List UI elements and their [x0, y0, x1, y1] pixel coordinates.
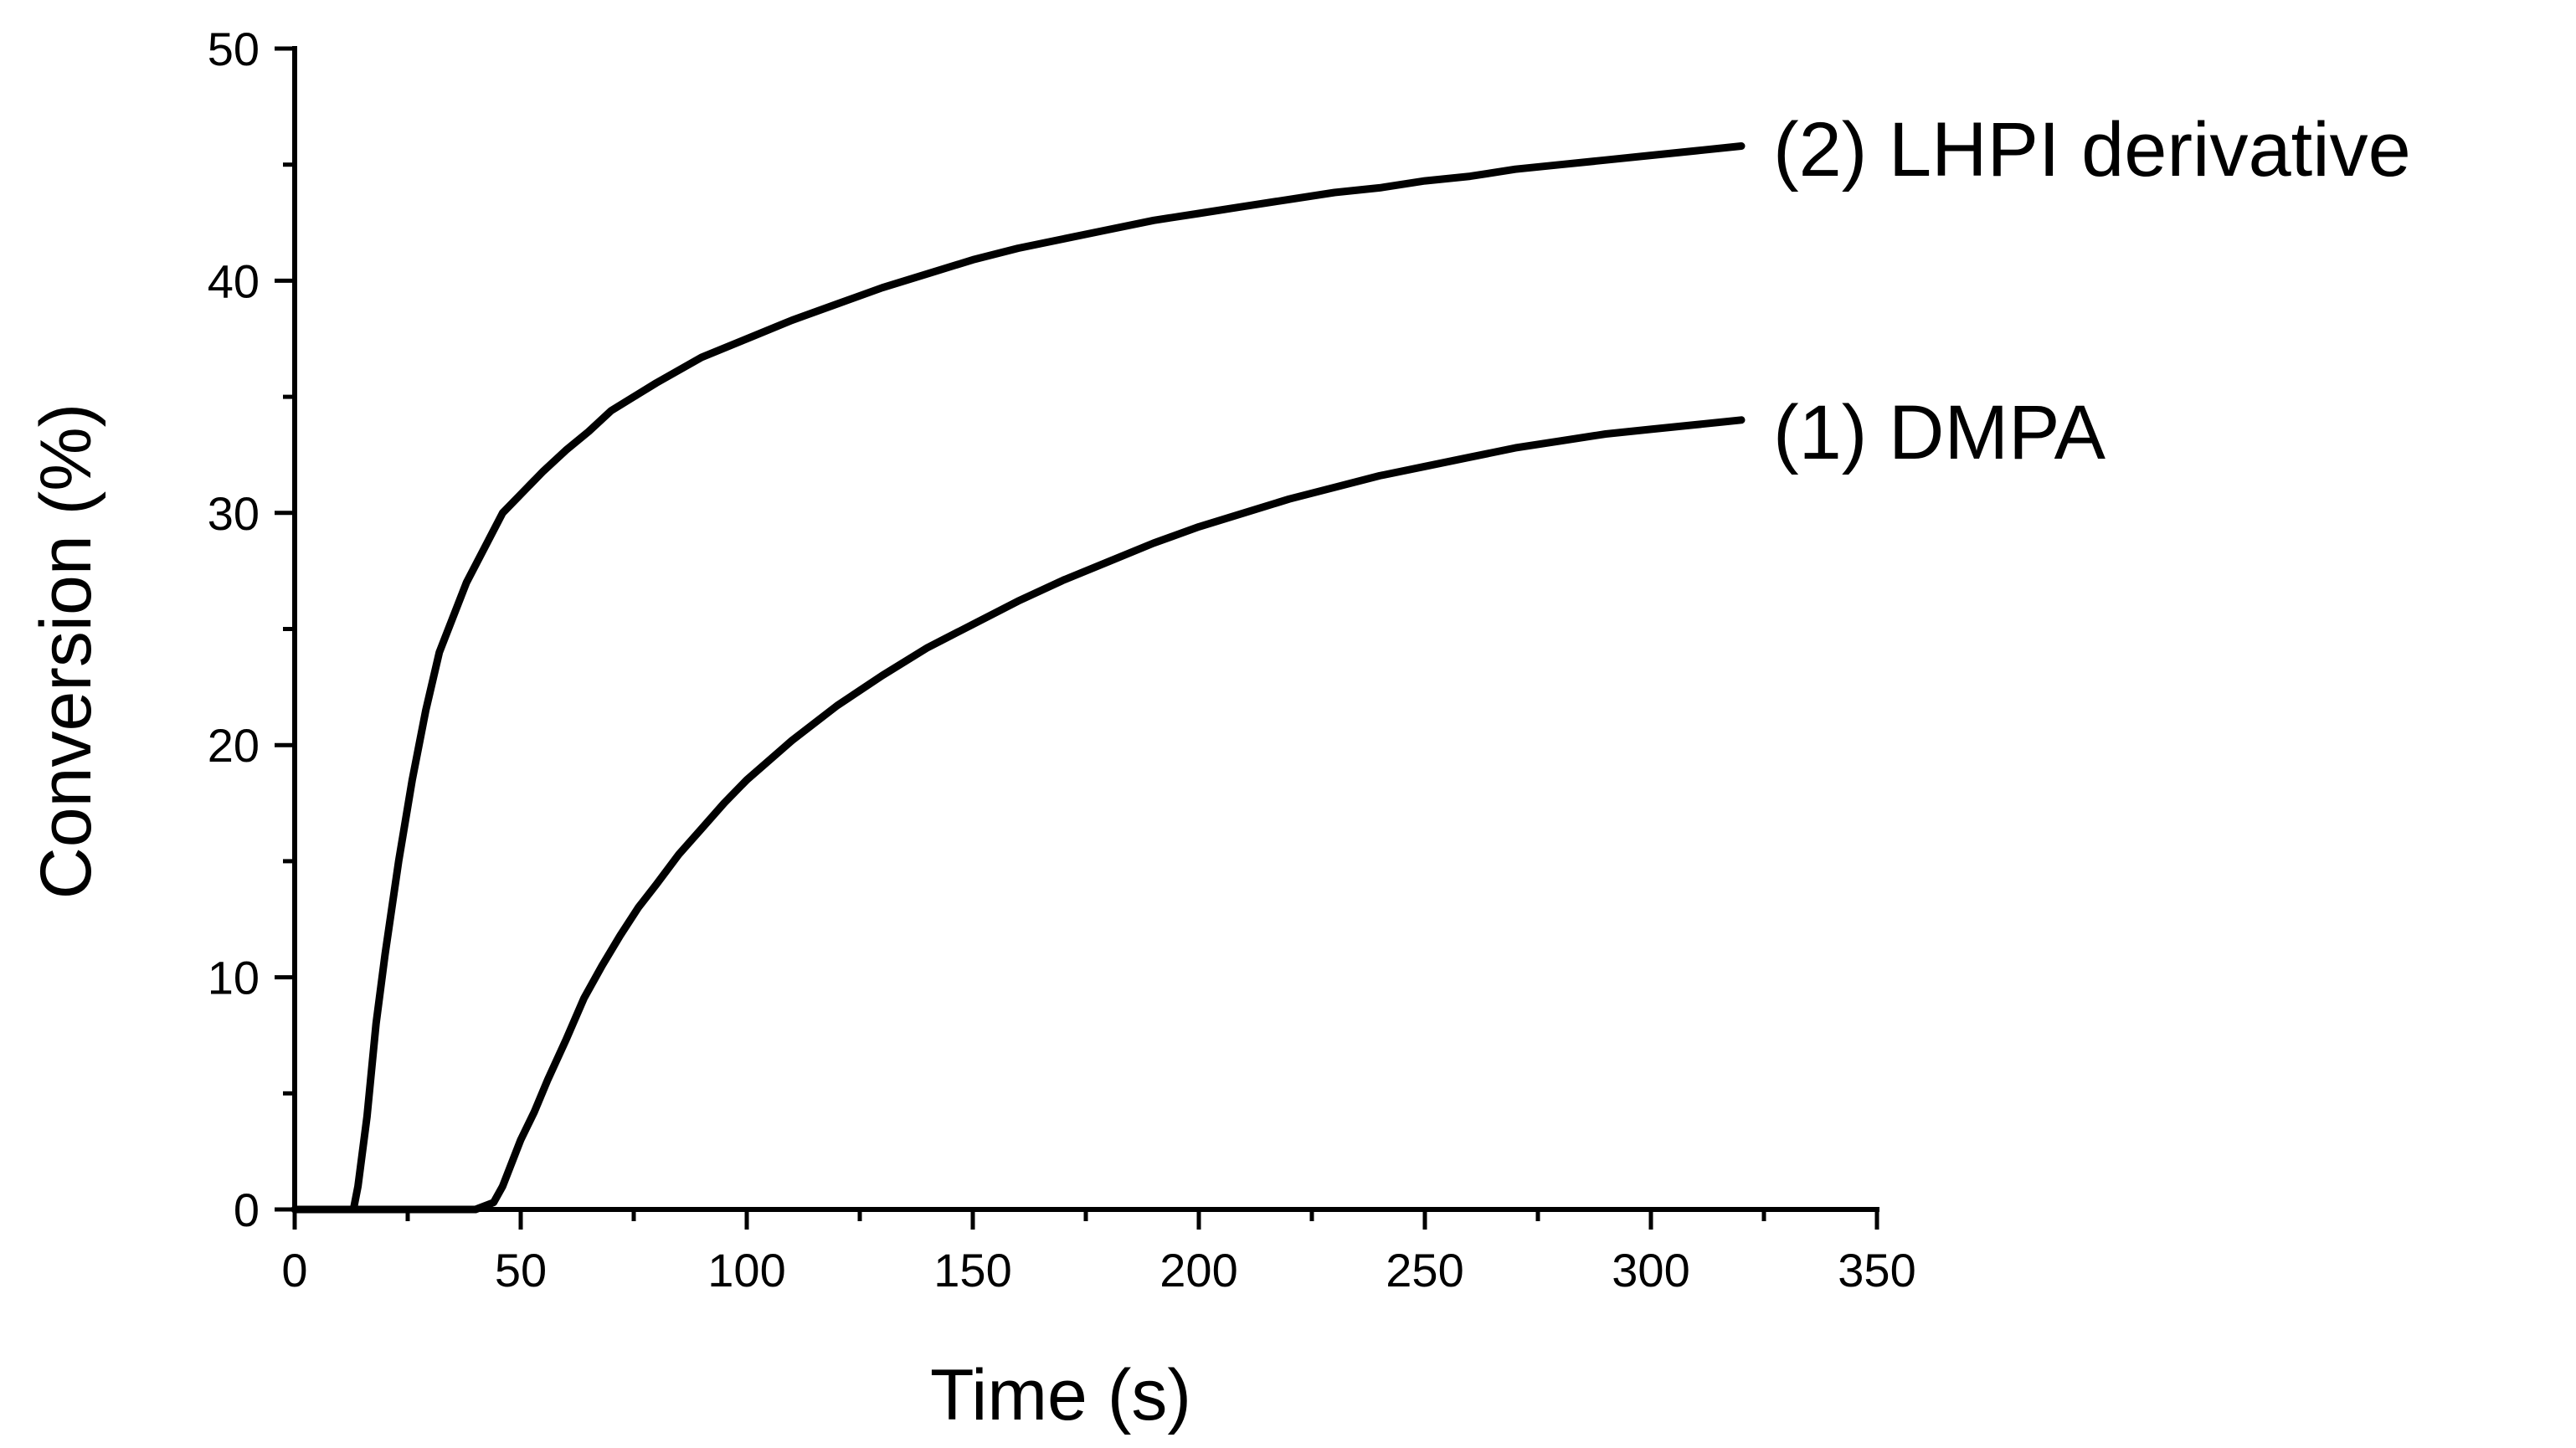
x-tick-label: 350	[1838, 1244, 1915, 1297]
x-tick-label: 200	[1159, 1244, 1237, 1297]
y-tick-label: 40	[208, 254, 260, 307]
x-tick-label: 250	[1386, 1244, 1463, 1297]
series-label-lhpi-derivative: (2) LHPI derivative	[1773, 107, 2411, 193]
y-tick-label: 20	[208, 719, 260, 772]
y-tick-label: 10	[208, 952, 260, 1004]
y-axis-title: Conversion (%)	[26, 403, 106, 900]
x-axis-ticks: 0 50 100 150 200 250 300 350	[281, 1209, 1916, 1297]
y-axis-ticks: 0 10 20 30 40 50	[208, 23, 295, 1236]
x-tick-label: 150	[933, 1244, 1011, 1297]
y-tick-label: 0	[234, 1184, 260, 1236]
series-line-1-dmpa	[291, 416, 1746, 1214]
x-tick-label: 0	[281, 1244, 307, 1297]
x-tick-label: 100	[707, 1244, 785, 1297]
x-axis-title: Time (s)	[930, 1355, 1191, 1435]
series-label-dmpa: (1) DMPA	[1773, 390, 2106, 475]
x-tick-label: 300	[1612, 1244, 1689, 1297]
y-tick-label: 30	[208, 487, 260, 540]
series-line-2-lhpi-derivative	[291, 142, 1746, 1214]
y-tick-label: 50	[208, 23, 260, 75]
series-layer	[291, 142, 1746, 1214]
plot-area: 0 50 100 150 200 250 300 350 0 10 20 30 40 50	[208, 23, 1916, 1297]
x-tick-label: 50	[495, 1244, 547, 1297]
